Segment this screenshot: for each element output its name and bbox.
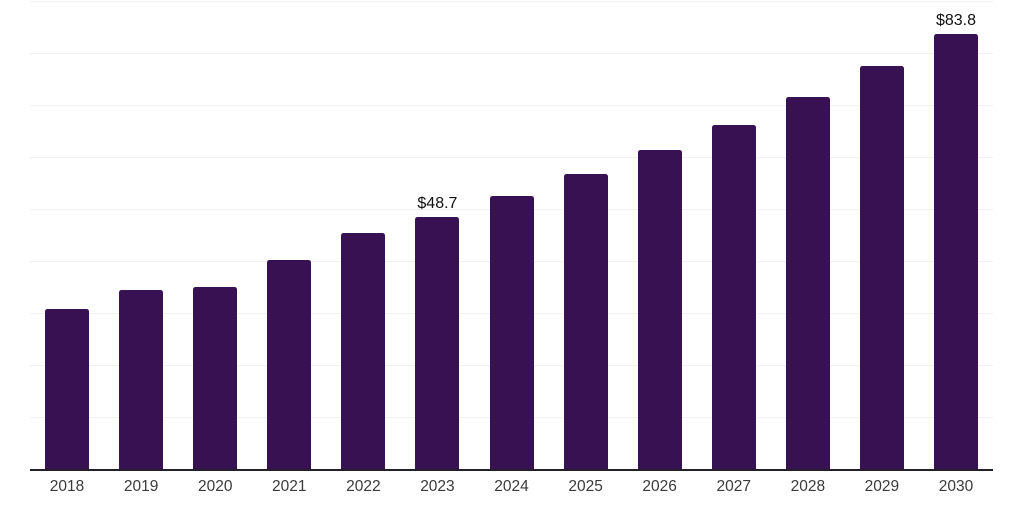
bar-2029 bbox=[859, 66, 904, 470]
bar-2030: $83.8 bbox=[933, 12, 978, 470]
x-tick-2018: 2018 bbox=[49, 478, 85, 495]
bar-value-label-2023: $48.7 bbox=[417, 194, 458, 212]
x-tick-2022: 2022 bbox=[346, 478, 381, 495]
bar-2019 bbox=[119, 290, 164, 470]
gridline-90 bbox=[30, 1, 993, 2]
bar-2021 bbox=[267, 259, 312, 470]
bar-slot-2019 bbox=[104, 0, 178, 470]
bar-2020 bbox=[193, 286, 238, 470]
bar-slot-2023: $48.7 bbox=[400, 0, 474, 470]
bar-slot-2025 bbox=[549, 0, 623, 470]
x-tick-2021: 2021 bbox=[272, 478, 307, 495]
bar-slot-2029 bbox=[845, 0, 919, 470]
gridline-70 bbox=[30, 105, 993, 106]
x-tick-2025: 2025 bbox=[568, 478, 603, 495]
x-tick-2026: 2026 bbox=[642, 478, 677, 495]
bar-slot-2026 bbox=[623, 0, 697, 470]
bar-slot-2022 bbox=[326, 0, 400, 470]
x-axis-tick-labels: 2018 2019 2020 2021 2022 2023 2024 2025 2026 2027… bbox=[30, 478, 993, 496]
bar-2018 bbox=[45, 308, 90, 470]
bar-slot-2024 bbox=[474, 0, 548, 470]
bar-2024 bbox=[489, 196, 534, 470]
x-axis-line bbox=[30, 469, 993, 471]
bar-2023: $48.7 bbox=[415, 195, 460, 470]
x-tick-2023: 2023 bbox=[420, 478, 455, 495]
bar-slot-2018 bbox=[30, 0, 104, 470]
bars-container: $48.7 $83.8 bbox=[30, 0, 993, 470]
bar-slot-2028 bbox=[771, 0, 845, 470]
bar-2025 bbox=[563, 174, 608, 470]
x-tick-2027: 2027 bbox=[716, 478, 751, 495]
bar-2026 bbox=[637, 150, 682, 470]
bar-2022 bbox=[341, 233, 386, 470]
x-tick-2030: 2030 bbox=[938, 478, 974, 495]
plot-area: $48.7 $83.8 bbox=[30, 0, 993, 471]
bar-slot-2020 bbox=[178, 0, 252, 470]
bar-2027 bbox=[711, 124, 756, 470]
gridline-60 bbox=[30, 157, 993, 158]
bar-slot-2030: $83.8 bbox=[919, 0, 993, 470]
x-tick-2020: 2020 bbox=[197, 478, 233, 495]
bar-2028 bbox=[785, 96, 830, 470]
bar-value-label-2030: $83.8 bbox=[935, 12, 976, 30]
bar-slot-2027 bbox=[697, 0, 771, 470]
gridline-80 bbox=[30, 53, 993, 54]
x-tick-2024: 2024 bbox=[494, 478, 529, 495]
x-tick-2028: 2028 bbox=[790, 478, 826, 495]
x-tick-2029: 2029 bbox=[864, 478, 900, 495]
x-tick-2019: 2019 bbox=[123, 478, 159, 495]
bar-slot-2021 bbox=[252, 0, 326, 470]
